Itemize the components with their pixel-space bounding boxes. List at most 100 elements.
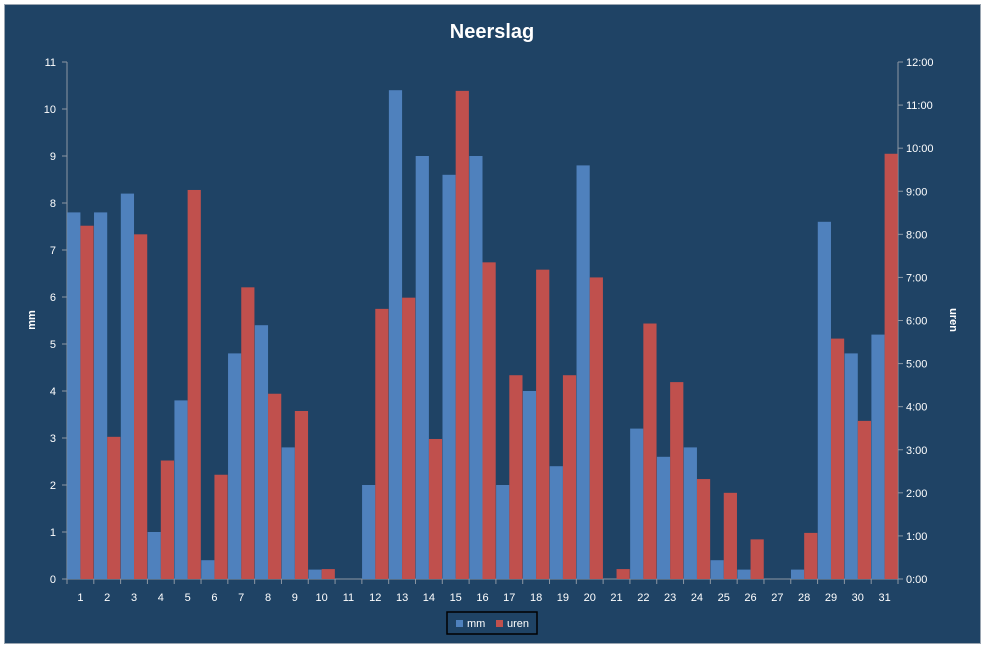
x-tick-label: 5: [185, 592, 191, 604]
bar-mm-29: [817, 221, 831, 580]
bar-mm-24: [683, 447, 697, 579]
x-tick-label: 26: [744, 592, 756, 604]
y2-tick-label: 8:00: [906, 229, 927, 241]
bar-uren-3: [134, 234, 148, 579]
bar-mm-8: [254, 325, 269, 579]
bar-uren-12: [375, 308, 389, 579]
tick-labels: 012345678910110:001:002:003:004:005:006:…: [44, 57, 934, 604]
chart-title: Neerslag: [450, 21, 535, 43]
bar-uren-10: [321, 569, 335, 579]
x-tick-label: 22: [637, 592, 649, 604]
x-tick-label: 23: [664, 592, 676, 604]
bar-uren-7: [241, 287, 255, 579]
x-tick-label: 25: [718, 592, 730, 604]
legend-box: [446, 611, 538, 635]
bar-uren-14: [428, 438, 443, 579]
bar-mm-15: [442, 174, 456, 580]
x-tick-label: 1: [77, 592, 83, 604]
x-tick-label: 18: [530, 592, 542, 604]
bar-mm-30: [844, 353, 858, 579]
y2-tick-label: 4:00: [906, 402, 927, 414]
y2-tick-label: 11:00: [906, 100, 933, 112]
bar-uren-28: [804, 532, 818, 579]
bar-uren-6: [214, 474, 228, 579]
x-tick-label: 6: [211, 592, 217, 604]
x-tick-label: 7: [238, 592, 244, 604]
bar-mm-6: [201, 560, 215, 579]
bar-mm-13: [388, 90, 403, 579]
y2-tick-label: 7:00: [906, 272, 927, 284]
bar-uren-15: [455, 90, 469, 580]
y2-tick-label: 0:00: [906, 574, 927, 586]
x-tick-label: 20: [584, 592, 596, 604]
bar-mm-18: [522, 391, 537, 579]
bar-mm-14: [415, 156, 429, 579]
bar-uren-16: [482, 262, 496, 579]
y-tick-label: 5: [50, 339, 56, 351]
x-tick-label: 29: [825, 592, 837, 604]
bar-uren-8: [268, 393, 282, 579]
x-tick-label: 15: [450, 592, 462, 604]
bar-mm-16: [469, 156, 483, 579]
x-tick-label: 28: [798, 592, 810, 604]
legend-label-uren: uren: [507, 618, 529, 630]
y-tick-label: 2: [50, 480, 56, 492]
bar-mm-28: [790, 569, 805, 579]
bar-mm-25: [710, 560, 724, 579]
bar-mm-19: [549, 466, 563, 579]
x-tick-label: 12: [369, 592, 381, 604]
bar-uren-17: [509, 375, 523, 579]
bar-uren-4: [160, 460, 175, 579]
bar-mm-4: [147, 532, 161, 579]
bar-uren-30: [857, 420, 871, 579]
bar-uren-18: [536, 269, 550, 579]
x-tick-label: 9: [292, 592, 298, 604]
x-tick-label: 30: [852, 592, 864, 604]
y2-tick-label: 9:00: [906, 186, 927, 198]
bar-mm-12: [362, 485, 376, 579]
bar-uren-29: [830, 338, 845, 579]
bar-uren-5: [187, 189, 201, 579]
bar-uren-9: [294, 410, 309, 579]
bars: [67, 90, 898, 580]
bar-mm-2: [94, 212, 108, 579]
legend: mm uren: [446, 611, 538, 635]
y2-tick-label: 2:00: [906, 488, 927, 500]
bar-uren-25: [723, 492, 737, 579]
x-tick-label: 14: [423, 592, 435, 604]
x-tick-label: 31: [878, 592, 890, 604]
x-tick-label: 10: [316, 592, 328, 604]
legend-label-mm: mm: [467, 618, 485, 630]
bar-mm-3: [120, 193, 135, 579]
y-tick-label: 11: [45, 57, 56, 69]
bar-mm-26: [737, 569, 751, 579]
bar-mm-7: [228, 353, 242, 579]
y-tick-label: 9: [50, 151, 56, 163]
bar-uren-31: [884, 153, 898, 579]
y2-tick-label: 10:00: [906, 143, 934, 155]
x-tick-label: 3: [131, 592, 137, 604]
bar-mm-23: [656, 456, 671, 579]
x-tick-label: 19: [557, 592, 569, 604]
bar-mm-9: [281, 447, 295, 579]
bar-uren-2: [107, 436, 121, 579]
x-tick-label: 27: [771, 592, 783, 604]
bar-mm-17: [496, 485, 510, 579]
y-axis-label: mm: [26, 310, 38, 330]
y-tick-label: 4: [50, 386, 56, 398]
bar-mm-31: [871, 334, 885, 579]
bar-uren-24: [696, 479, 711, 579]
bar-uren-20: [589, 277, 603, 579]
x-tick-label: 21: [610, 592, 622, 604]
bar-uren-23: [670, 382, 684, 579]
y2-tick-label: 3:00: [906, 445, 927, 457]
bar-mm-5: [174, 400, 188, 579]
y-tick-label: 1: [50, 527, 56, 539]
bar-mm-20: [576, 165, 590, 579]
x-tick-label: 2: [104, 592, 110, 604]
y-tick-label: 8: [50, 198, 56, 210]
y2-tick-label: 5:00: [906, 359, 927, 371]
bar-uren-26: [750, 539, 764, 579]
legend-swatch-mm: [456, 620, 463, 627]
